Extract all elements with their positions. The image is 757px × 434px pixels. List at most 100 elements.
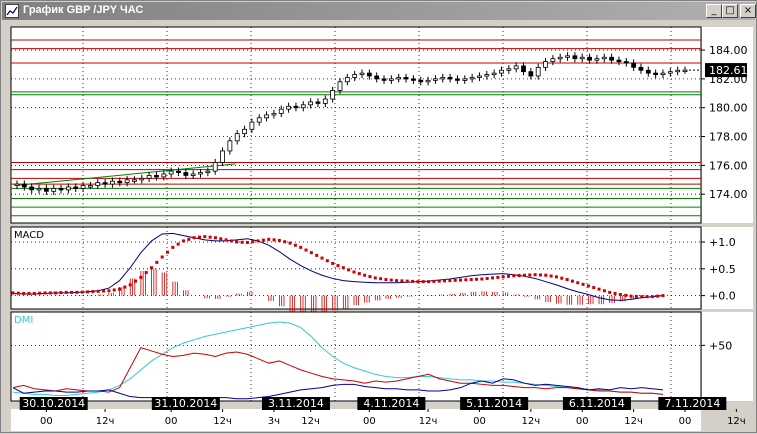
date-label: 31.10.2014 xyxy=(154,397,217,410)
candle-body xyxy=(36,188,42,191)
macd-signal-point xyxy=(602,289,606,293)
candle-body xyxy=(535,66,541,77)
hour-label: 12ч xyxy=(301,416,320,427)
candle-body xyxy=(58,188,64,191)
close-button[interactable]: × xyxy=(740,4,756,18)
candle-body xyxy=(198,172,203,175)
macd-signal-point xyxy=(459,278,463,282)
candle-body xyxy=(242,128,247,135)
candle-body xyxy=(601,56,607,60)
hour-label: 12ч xyxy=(213,416,232,427)
candle-body xyxy=(51,188,57,192)
macd-panel-title: MACD xyxy=(14,230,44,241)
title-bar[interactable]: График GBP /JPY ЧАС _ □ × xyxy=(2,2,756,20)
dmi-panel-frame xyxy=(10,311,702,402)
macd-signal-point xyxy=(171,245,175,249)
candle-body xyxy=(300,104,306,109)
candle-body xyxy=(645,69,651,74)
macd-signal-point xyxy=(416,280,420,284)
candle-body xyxy=(410,78,416,81)
macd-signal-point xyxy=(86,290,90,294)
price-panel[interactable]: 184.00182.00180.00178.00176.00174.00182.… xyxy=(10,26,753,224)
macd-signal-point xyxy=(150,266,154,270)
macd-signal-point xyxy=(203,235,207,239)
hour-label: 12ч xyxy=(522,416,541,427)
candle-body xyxy=(88,185,93,188)
candle-body xyxy=(110,180,115,185)
macd-signal-point xyxy=(384,278,388,282)
candle-body xyxy=(14,183,20,186)
macd-signal-point xyxy=(176,242,180,246)
candle-body xyxy=(315,101,321,104)
candle-body xyxy=(264,114,269,119)
macd-signal-point xyxy=(661,294,665,298)
candle-body xyxy=(80,185,86,189)
candle-body xyxy=(344,77,350,83)
macd-signal-point xyxy=(570,279,574,283)
macd-signal-point xyxy=(624,293,628,297)
candle-body xyxy=(667,71,673,74)
candle-body xyxy=(29,186,35,191)
macd-signal-point xyxy=(549,274,553,278)
macd-signal-point xyxy=(565,278,569,282)
macd-signal-point xyxy=(544,273,548,277)
macd-signal-point xyxy=(112,288,116,292)
macd-signal-point xyxy=(32,291,36,295)
price-tick-label: 178.00 xyxy=(709,131,748,144)
macd-tick-label: +0.5 xyxy=(709,263,736,276)
minimize-button[interactable]: _ xyxy=(706,4,722,18)
candle-body xyxy=(462,78,468,81)
macd-panel[interactable]: +1.0 +0.5 +0.0 MACD xyxy=(10,226,753,314)
candle-body xyxy=(565,55,570,58)
macd-signal-point xyxy=(640,295,644,299)
candle-body xyxy=(374,75,380,80)
date-label-badge xyxy=(151,397,220,410)
macd-signal-point xyxy=(453,278,457,282)
candle-body xyxy=(447,77,453,80)
macd-signal-point xyxy=(389,278,393,282)
candle-body xyxy=(440,77,446,80)
macd-tick-label: +1.0 xyxy=(709,236,736,249)
candle-body xyxy=(220,150,225,163)
macd-signal-point xyxy=(197,235,201,239)
candle-body xyxy=(234,133,240,142)
candle-body xyxy=(212,162,218,172)
candle-body xyxy=(271,113,277,116)
price-tick-label: 176.00 xyxy=(709,159,748,172)
macd-signal-point xyxy=(277,238,281,242)
dmi-panel-title: DMI xyxy=(14,315,33,326)
macd-signal-point xyxy=(59,291,63,295)
macd-signal-point xyxy=(352,270,356,274)
candle-body xyxy=(484,74,490,77)
date-label-badge xyxy=(19,397,88,410)
price-tick-label: 184.00 xyxy=(709,44,748,57)
candle-body xyxy=(124,179,130,184)
candle-body xyxy=(366,72,372,77)
candle-body xyxy=(388,78,394,81)
candle-body xyxy=(477,75,482,78)
maximize-button[interactable]: □ xyxy=(722,4,738,18)
macd-signal-point xyxy=(528,273,532,277)
candle-body xyxy=(359,72,365,76)
candle-body xyxy=(609,56,614,61)
price-tick-label: 174.00 xyxy=(709,188,748,201)
candle-body xyxy=(631,62,637,68)
candle-body xyxy=(190,173,196,176)
macd-signal-point xyxy=(512,274,516,278)
macd-signal-point xyxy=(448,279,452,283)
date-label: 5.11.2014 xyxy=(466,397,522,410)
macd-signal-point xyxy=(485,276,489,280)
dmi-minus-di-line xyxy=(12,346,664,395)
candle-body xyxy=(256,117,262,123)
macd-signal-point xyxy=(650,295,654,299)
macd-signal-point xyxy=(144,271,148,275)
macd-signal-point xyxy=(501,275,505,279)
candle-body xyxy=(205,170,211,174)
hour-label: 12ч xyxy=(624,416,643,427)
macd-panel-axis-bg xyxy=(702,227,753,309)
dmi-panel[interactable]: +50 DMI xyxy=(10,311,753,402)
candle-body xyxy=(249,121,255,130)
hour-label: 12ч xyxy=(727,416,746,427)
hour-label: 3ч xyxy=(268,416,280,427)
